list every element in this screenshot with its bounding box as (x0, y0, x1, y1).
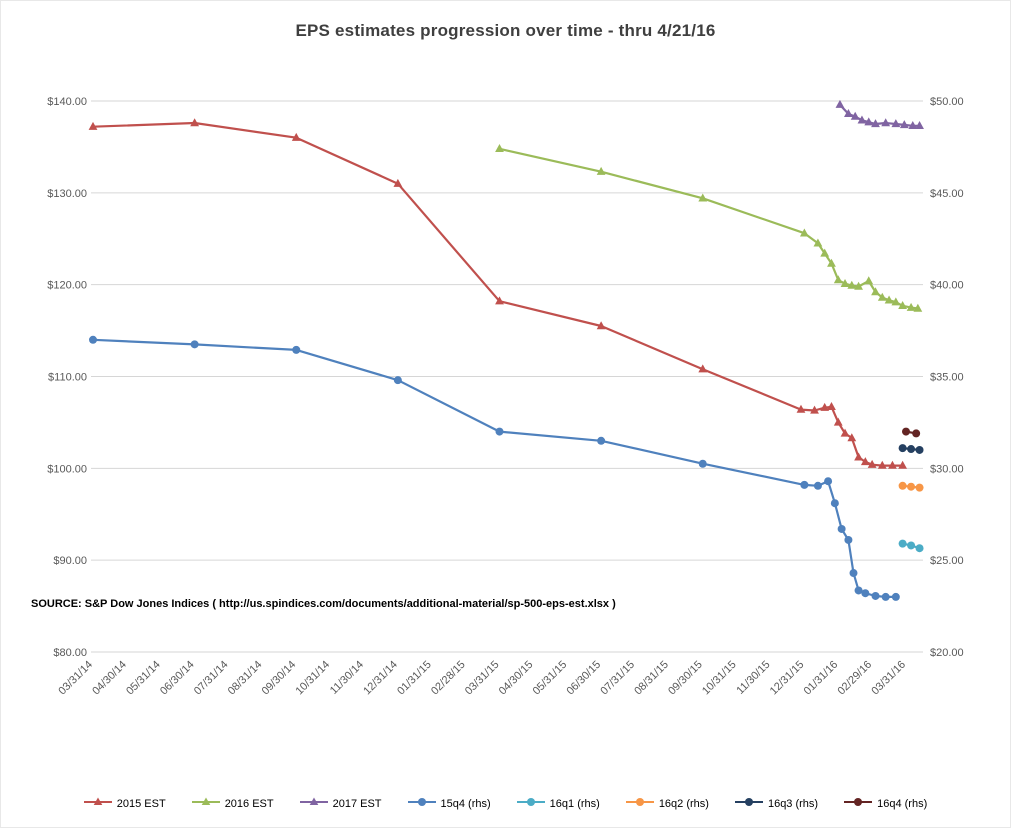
svg-text:$80.00: $80.00 (53, 647, 87, 659)
legend-label-2017-est: 2017 EST (332, 798, 382, 810)
legend-item-2016-est: 2016 EST (191, 795, 274, 813)
legend-label-2016-est: 2016 EST (224, 798, 274, 810)
legend-item-16q4-rhs: 16q4 (rhs) (844, 795, 927, 813)
series-2016-est (495, 143, 923, 312)
legend-marker-2015-est (83, 795, 112, 813)
svg-text:$30.00: $30.00 (930, 463, 964, 475)
legend-item-15q4-rhs: 15q4 (rhs) (407, 795, 491, 813)
legend-label-2015-est: 2015 EST (116, 798, 166, 810)
series-16q1-rhs (898, 539, 924, 553)
svg-text:$90.00: $90.00 (53, 555, 87, 567)
svg-text:$25.00: $25.00 (930, 555, 964, 567)
legend: 2015 EST 2016 EST 2017 EST 15q4 (rhs) 16… (1, 795, 1010, 813)
svg-text:07/31/14: 07/31/14 (192, 659, 231, 698)
series-16q2-rhs (898, 481, 924, 492)
source-note: SOURCE: S&P Dow Jones Indices ( http://u… (31, 598, 616, 610)
svg-text:09/30/15: 09/30/15 (666, 659, 705, 698)
legend-marker-16q1-rhs (516, 795, 545, 813)
svg-text:08/31/14: 08/31/14 (226, 659, 265, 698)
legend-marker-16q4-rhs (844, 795, 873, 813)
svg-text:$140.00: $140.00 (47, 96, 87, 108)
svg-text:05/31/15: 05/31/15 (531, 659, 570, 698)
svg-text:$100.00: $100.00 (47, 463, 87, 475)
svg-text:$45.00: $45.00 (930, 188, 964, 200)
svg-text:$35.00: $35.00 (930, 372, 964, 384)
legend-label-16q3-rhs: 16q3 (rhs) (767, 798, 819, 810)
svg-text:03/31/15: 03/31/15 (463, 659, 502, 698)
legend-marker-2017-est (299, 795, 328, 813)
legend-item-2017-est: 2017 EST (299, 795, 382, 813)
svg-text:$130.00: $130.00 (47, 188, 87, 200)
svg-text:02/28/15: 02/28/15 (429, 659, 468, 698)
y-axis-left-labels: $80.00 $90.00 $100.00 $110.00 $120.00 $130.00… (47, 96, 87, 659)
svg-text:07/31/15: 07/31/15 (598, 659, 637, 698)
svg-text:10/31/15: 10/31/15 (700, 659, 739, 698)
series-2017-est (835, 99, 924, 129)
svg-text:$110.00: $110.00 (48, 372, 87, 384)
svg-text:11/30/15: 11/30/15 (734, 659, 772, 697)
chart-title: EPS estimates progression over time - th… (295, 21, 716, 40)
y-axis-right-labels: $20.00 $25.00 $30.00 $35.00 $40.00 $45.00 $50.… (930, 96, 964, 659)
x-axis-labels: 03/31/1404/30/1405/31/1406/30/1407/31/14… (56, 659, 908, 698)
svg-text:03/31/16: 03/31/16 (869, 659, 908, 698)
svg-text:05/31/14: 05/31/14 (124, 659, 163, 698)
legend-label-15q4-rhs: 15q4 (rhs) (440, 798, 491, 810)
legend-marker-2016-est (191, 795, 220, 813)
legend-label-16q1-rhs: 16q1 (rhs) (549, 798, 600, 810)
svg-text:08/31/15: 08/31/15 (632, 659, 671, 698)
svg-text:02/29/16: 02/29/16 (835, 659, 874, 698)
legend-item-16q1-rhs: 16q1 (rhs) (516, 795, 600, 813)
svg-text:04/30/15: 04/30/15 (497, 659, 536, 698)
legend-item-16q2-rhs: 16q2 (rhs) (625, 795, 709, 813)
svg-text:12/31/15: 12/31/15 (768, 659, 807, 698)
svg-text:06/30/14: 06/30/14 (158, 659, 197, 698)
svg-text:04/30/14: 04/30/14 (90, 659, 129, 698)
series-16q3-rhs (898, 444, 924, 454)
legend-label-16q4-rhs: 16q4 (rhs) (877, 798, 928, 810)
legend-label-16q2-rhs: 16q2 (rhs) (658, 798, 709, 810)
legend-item-2015-est: 2015 EST (83, 795, 166, 813)
svg-text:$120.00: $120.00 (47, 280, 87, 292)
legend-marker-15q4-rhs (407, 795, 436, 813)
svg-text:03/31/14: 03/31/14 (56, 659, 95, 698)
svg-text:09/30/14: 09/30/14 (260, 659, 299, 698)
gridlines (91, 100, 923, 653)
legend-marker-16q2-rhs (625, 795, 654, 813)
series-15q4-rhs (89, 335, 900, 601)
legend-item-16q3-rhs: 16q3 (rhs) (734, 795, 819, 813)
svg-text:$20.00: $20.00 (930, 647, 964, 659)
svg-text:12/31/14: 12/31/14 (361, 659, 400, 698)
svg-text:06/30/15: 06/30/15 (564, 659, 603, 698)
svg-text:01/31/15: 01/31/15 (395, 659, 434, 698)
series-16q4-rhs (902, 427, 921, 438)
series-2015-est (88, 118, 908, 469)
svg-text:10/31/14: 10/31/14 (293, 659, 332, 698)
svg-text:$50.00: $50.00 (930, 96, 964, 108)
legend-marker-16q3-rhs (734, 795, 763, 813)
svg-text:$40.00: $40.00 (930, 280, 964, 292)
svg-text:11/30/14: 11/30/14 (328, 659, 366, 697)
svg-text:01/31/16: 01/31/16 (802, 659, 841, 698)
